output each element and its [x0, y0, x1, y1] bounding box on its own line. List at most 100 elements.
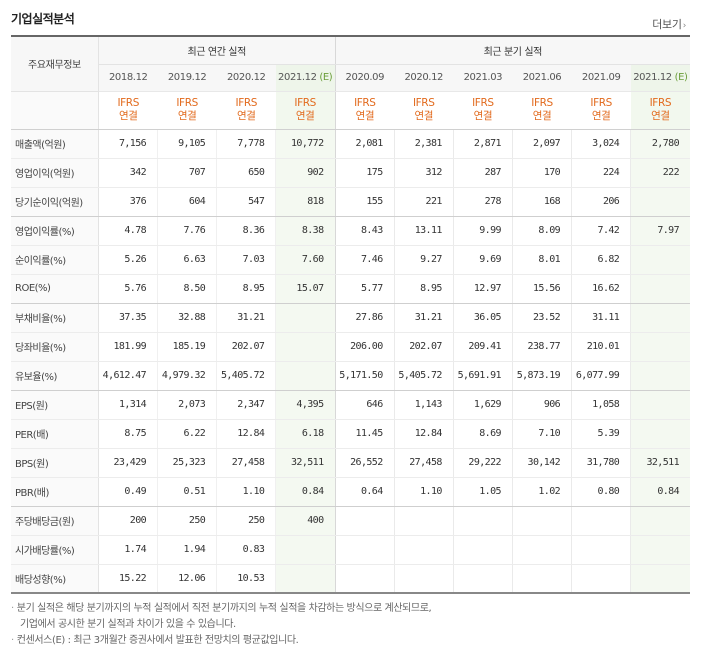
- accounting-basis-cell: IFRS 연결: [630, 91, 690, 130]
- table-row: 당기순이익(억원) 376 604 547 818 155 221 278 168 206: [11, 187, 690, 217]
- value-cell: [275, 332, 336, 362]
- financial-data-body: 매출액(억원) 7,156 9,105 7,778 10,772 2,081 2,381 2,…: [11, 129, 690, 594]
- table-row: 시가배당률(%) 1.74 1.94 0.83: [11, 535, 690, 565]
- value-cell: 6,077.99: [571, 361, 631, 391]
- accounting-basis-cell: IFRS 연결: [453, 91, 513, 130]
- value-cell: [511, 535, 572, 565]
- value-cell: 9.27: [393, 245, 454, 275]
- value-cell: 181.99: [98, 332, 158, 362]
- value-cell: 2,073: [157, 390, 217, 420]
- value-cell: 206: [571, 187, 631, 217]
- table-row: 유보율(%) 4,612.47 4,979.32 5,405.72 5,171.50 5,…: [11, 361, 690, 391]
- basis-label: 연결: [236, 110, 256, 122]
- table-row: 배당성향(%) 15.22 12.06 10.53: [11, 564, 690, 594]
- value-cell: 7.60: [275, 245, 336, 275]
- basis-label: 연결: [414, 110, 433, 122]
- value-cell: 2,081: [334, 129, 395, 159]
- footnote-text: 컨센서스(E) : 최근 3개월간 증권사에서 발표한 전망치의 평균값입니다.: [16, 635, 299, 646]
- value-cell: 8.95: [216, 274, 276, 304]
- value-cell: 1,058: [571, 390, 631, 420]
- value-cell: 4.78: [98, 216, 158, 246]
- value-cell: 1.05: [452, 477, 513, 507]
- basis-label: 연결: [651, 110, 670, 122]
- bullet-icon: ·: [11, 603, 14, 614]
- value-cell: 23,429: [98, 448, 158, 478]
- footnote-1-cont: 기업에서 공시한 분기 실적과 차이가 있을 수 있습니다.: [20, 619, 236, 630]
- value-cell: 200: [98, 506, 158, 536]
- row-label: 주당배당금(원): [11, 506, 99, 536]
- period-label: 2021.12: [278, 72, 317, 83]
- period-header: 2019.12: [157, 64, 217, 92]
- value-cell: [511, 506, 572, 536]
- value-cell: 2,780: [630, 129, 690, 159]
- value-cell: 9,105: [157, 129, 217, 159]
- period-header: 2020.12: [216, 64, 276, 92]
- period-header-estimate: 2021.12 (E): [275, 64, 336, 92]
- value-cell: 9.69: [452, 245, 513, 275]
- value-cell: [275, 564, 336, 594]
- value-cell: 1,143: [393, 390, 454, 420]
- table-row: 주당배당금(원) 200 250 250 400: [11, 506, 690, 536]
- table-row: 영업이익률(%) 4.78 7.76 8.36 8.38 8.43 13.11 9.99 8.0…: [11, 216, 690, 246]
- value-cell: 8.09: [511, 216, 572, 246]
- value-cell: 7.03: [216, 245, 276, 275]
- row-label: 배당성향(%): [11, 564, 99, 594]
- value-cell: 250: [157, 506, 217, 536]
- value-cell: 0.83: [216, 535, 276, 565]
- value-cell: 5.77: [334, 274, 395, 304]
- basis-label: 연결: [118, 110, 138, 122]
- value-cell: 29,222: [452, 448, 513, 478]
- value-cell: 221: [393, 187, 454, 217]
- value-cell: 312: [393, 158, 454, 188]
- row-label: 유보율(%): [11, 361, 99, 391]
- value-cell: 2,347: [216, 390, 276, 420]
- value-cell: [511, 564, 572, 594]
- value-cell: 7,156: [98, 129, 158, 159]
- accounting-basis-cell: IFRS 연결: [98, 91, 158, 130]
- table-row: 부채비율(%) 37.35 32.88 31.21 27.86 31.21 36.05 23.…: [11, 303, 690, 333]
- ifrs-label: IFRS: [117, 97, 139, 109]
- value-cell: 818: [275, 187, 336, 217]
- row-label: BPS(원): [11, 448, 99, 478]
- ifrs-label: IFRS: [649, 97, 672, 109]
- row-label: 매출액(억원): [11, 129, 99, 159]
- footnote-2: · 컨센서스(E) : 최근 3개월간 증권사에서 발표한 전망치의 평균값입니다…: [11, 633, 431, 649]
- value-cell: 222: [630, 158, 690, 188]
- value-cell: 8.75: [98, 419, 158, 449]
- value-cell: 5,691.91: [452, 361, 513, 391]
- more-link-label[interactable]: 더보기: [652, 18, 682, 31]
- ifrs-label: IFRS: [531, 97, 553, 109]
- value-cell: [393, 564, 454, 594]
- value-cell: 206.00: [334, 332, 395, 362]
- row-label: 영업이익률(%): [11, 216, 99, 246]
- row-label: 시가배당률(%): [11, 535, 99, 565]
- value-cell: [334, 535, 395, 565]
- value-cell: [630, 535, 690, 565]
- value-cell: 9.99: [452, 216, 513, 246]
- more-link[interactable]: 더보기›: [652, 16, 686, 32]
- value-cell: 5.39: [571, 419, 631, 449]
- row-label: 당기순이익(억원): [11, 187, 99, 217]
- period-header: 2020.09: [335, 64, 395, 92]
- estimate-mark: (E): [319, 72, 333, 83]
- value-cell: 168: [511, 187, 572, 217]
- value-cell: 1,314: [98, 390, 158, 420]
- value-cell: 4,979.32: [157, 361, 217, 391]
- section-title: 기업실적분석: [11, 12, 75, 26]
- value-cell: [393, 535, 454, 565]
- value-cell: [630, 187, 690, 217]
- value-cell: [630, 303, 690, 333]
- value-cell: 7.97: [630, 216, 690, 246]
- value-cell: 342: [98, 158, 158, 188]
- value-cell: 13.11: [393, 216, 454, 246]
- value-cell: 23.52: [511, 303, 572, 333]
- row-label: ROE(%): [11, 274, 99, 304]
- value-cell: 2,871: [452, 129, 513, 159]
- row-label: 당좌비율(%): [11, 332, 99, 362]
- value-cell: [275, 535, 336, 565]
- value-cell: 4,395: [275, 390, 336, 420]
- value-cell: [334, 564, 395, 594]
- value-cell: 16.62: [571, 274, 631, 304]
- footnote-1: · 분기 실적은 해당 분기까지의 누적 실적에서 직전 분기까지의 누적 실적을…: [11, 601, 432, 617]
- period-header: 2021.03: [453, 64, 513, 92]
